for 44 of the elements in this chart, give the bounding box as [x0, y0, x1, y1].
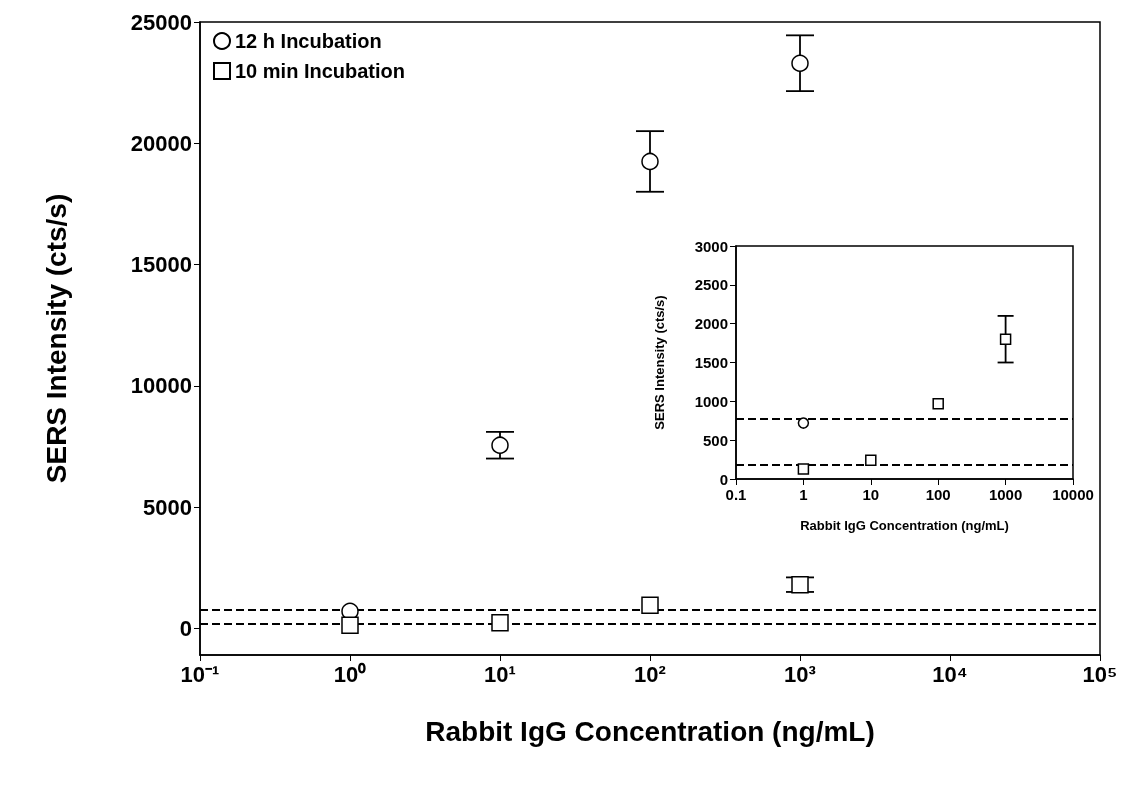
point [491, 436, 509, 454]
x-tick-label: 1000 [988, 486, 1023, 503]
x-axis-title: Rabbit IgG Concentration (ng/mL) [800, 518, 1009, 533]
y-tick-label: 15000 [130, 252, 192, 278]
x-tick-label: 1 [799, 486, 808, 503]
point [491, 613, 509, 632]
y-tick-label: 10000 [130, 373, 192, 399]
point [641, 152, 659, 171]
y-tick-label: 25000 [130, 9, 192, 35]
y-axis-title: SERS Intensity (cts/s) [40, 193, 72, 484]
y-tick-label: 1500 [694, 354, 728, 371]
y-tick-label: 0 [179, 615, 192, 641]
point [865, 454, 877, 467]
y-axis-title: SERS Intensity (cts/s) [652, 295, 667, 430]
y-tick-label: 5000 [143, 494, 192, 520]
x-tick-label: 10² [634, 661, 666, 687]
point [797, 463, 810, 475]
x-tick-label: 10 [862, 486, 880, 503]
point [791, 54, 809, 72]
x-tick-label: 10⁻¹ [180, 661, 220, 687]
x-tick-label: 10⁰ [333, 661, 367, 687]
y-tick-label: 2000 [694, 315, 728, 333]
point [641, 596, 659, 615]
y-tick-label: 3000 [694, 237, 728, 255]
legend-label: 12 h Incubation [235, 30, 382, 52]
x-tick-label: 10000 [1052, 486, 1094, 503]
x-axis-title: Rabbit IgG Concentration (ng/mL) [425, 715, 875, 747]
point [791, 575, 809, 594]
x-tick-label: 0.1 [725, 486, 747, 503]
y-tick-label: 2500 [694, 276, 728, 294]
point [999, 333, 1012, 345]
x-tick-label: 10⁴ [932, 661, 968, 687]
x-tick-label: 100 [925, 486, 951, 503]
point [932, 397, 944, 410]
x-tick-label: 10⁵ [1082, 661, 1118, 687]
x-tick-label: 10¹ [484, 661, 516, 687]
y-tick-label: 20000 [130, 130, 192, 156]
y-tick-label: 1000 [694, 392, 728, 410]
point [341, 616, 359, 634]
y-tick-label: 0 [719, 470, 728, 488]
x-tick-label: 10³ [784, 661, 816, 687]
y-tick-label: 500 [702, 431, 728, 449]
point [797, 417, 810, 429]
legend-label: 10 min Incubation [235, 60, 406, 82]
